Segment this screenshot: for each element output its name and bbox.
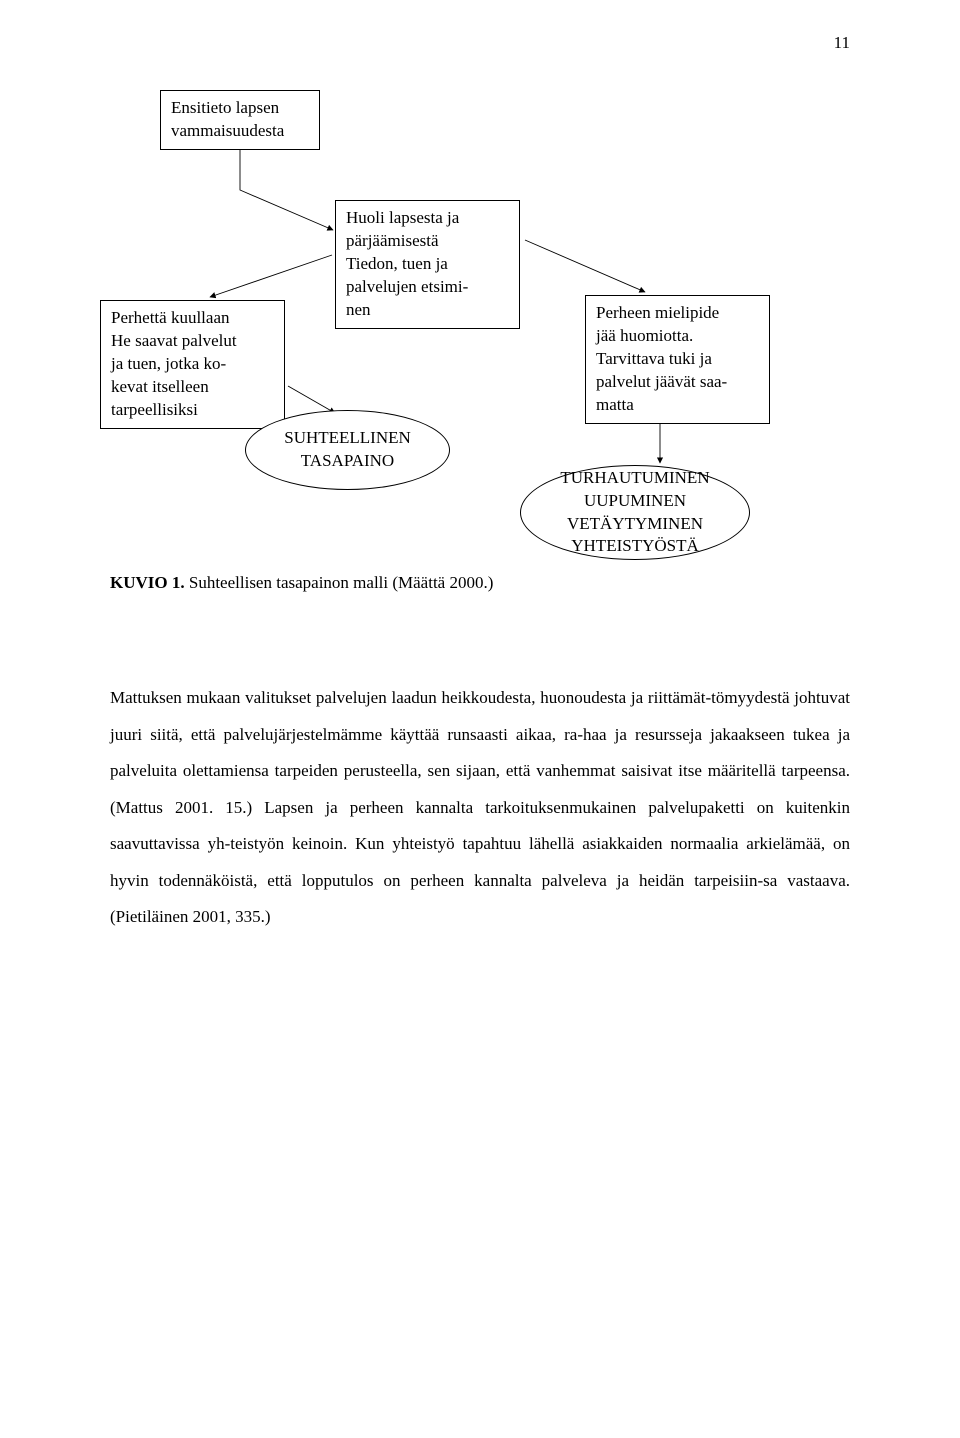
node-text: Perhettä kuullaanHe saavat palvelutja tu… bbox=[111, 308, 237, 419]
node-text: SUHTEELLINENTASAPAINO bbox=[284, 427, 411, 473]
node-text: Huoli lapsesta japärjäämisestäTiedon, tu… bbox=[346, 208, 468, 319]
node-text: Ensitieto lapsenvammaisuudesta bbox=[171, 98, 284, 140]
caption-label: KUVIO 1. bbox=[110, 573, 185, 592]
node-text: Perheen mielipidejää huomiotta.Tarvittav… bbox=[596, 303, 727, 414]
caption-text: Suhteellisen tasapainon malli (Määttä 20… bbox=[189, 573, 494, 592]
node-huoli: Huoli lapsesta japärjäämisestäTiedon, tu… bbox=[335, 200, 520, 329]
node-perhetta-kuullaan: Perhettä kuullaanHe saavat palvelutja tu… bbox=[100, 300, 285, 429]
node-perheen-mielipide: Perheen mielipidejää huomiotta.Tarvittav… bbox=[585, 295, 770, 424]
page-number: 11 bbox=[834, 30, 850, 56]
node-text: TURHAUTUMINENUUPUMINENVETÄYTYMINENYHTEIS… bbox=[560, 467, 709, 559]
node-turhautuminen: TURHAUTUMINENUUPUMINENVETÄYTYMINENYHTEIS… bbox=[520, 465, 750, 560]
body-paragraph: Mattuksen mukaan valitukset palvelujen l… bbox=[110, 680, 850, 936]
node-suhteellinen: SUHTEELLINENTASAPAINO bbox=[245, 410, 450, 490]
figure-caption: KUVIO 1. Suhteellisen tasapainon malli (… bbox=[110, 570, 850, 596]
node-ensitieto: Ensitieto lapsenvammaisuudesta bbox=[160, 90, 320, 150]
flowchart-diagram: Ensitieto lapsenvammaisuudesta Huoli lap… bbox=[100, 90, 860, 560]
